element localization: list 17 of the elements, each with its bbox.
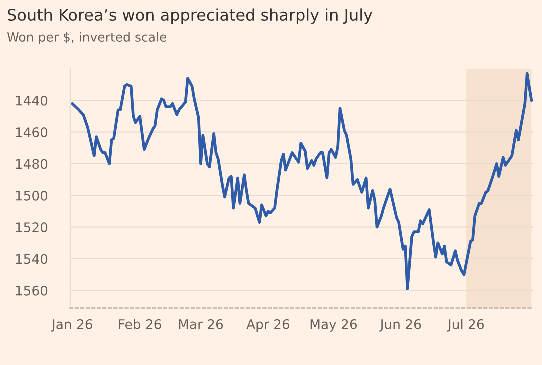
x-tick-label: Jul 26 [447, 319, 484, 332]
y-tick-label: 1440 [16, 96, 48, 106]
y-tick-label: 1500 [16, 190, 48, 201]
chart-subtitle: Won per $, inverted scale [7, 32, 167, 44]
x-tick-label: Mar 26 [179, 319, 224, 330]
chart-title: South Korea’s won appreciated sharply in July [8, 8, 373, 24]
line-series [71, 72, 534, 290]
y-tick-label: 1480 [16, 159, 48, 170]
x-tick-label: Apr 26 [246, 319, 290, 332]
x-tick-label: Jan 26 [51, 319, 92, 332]
x-tick-label: May 26 [310, 319, 358, 332]
y-tick-label: 1520 [16, 222, 48, 233]
y-tick-label: 1560 [16, 286, 48, 296]
x-tick-label: Feb 26 [119, 319, 162, 330]
y-tick-label: 1540 [16, 254, 48, 264]
y-tick-label: 1460 [16, 128, 48, 138]
x-tick-label: Jun 26 [380, 319, 422, 332]
